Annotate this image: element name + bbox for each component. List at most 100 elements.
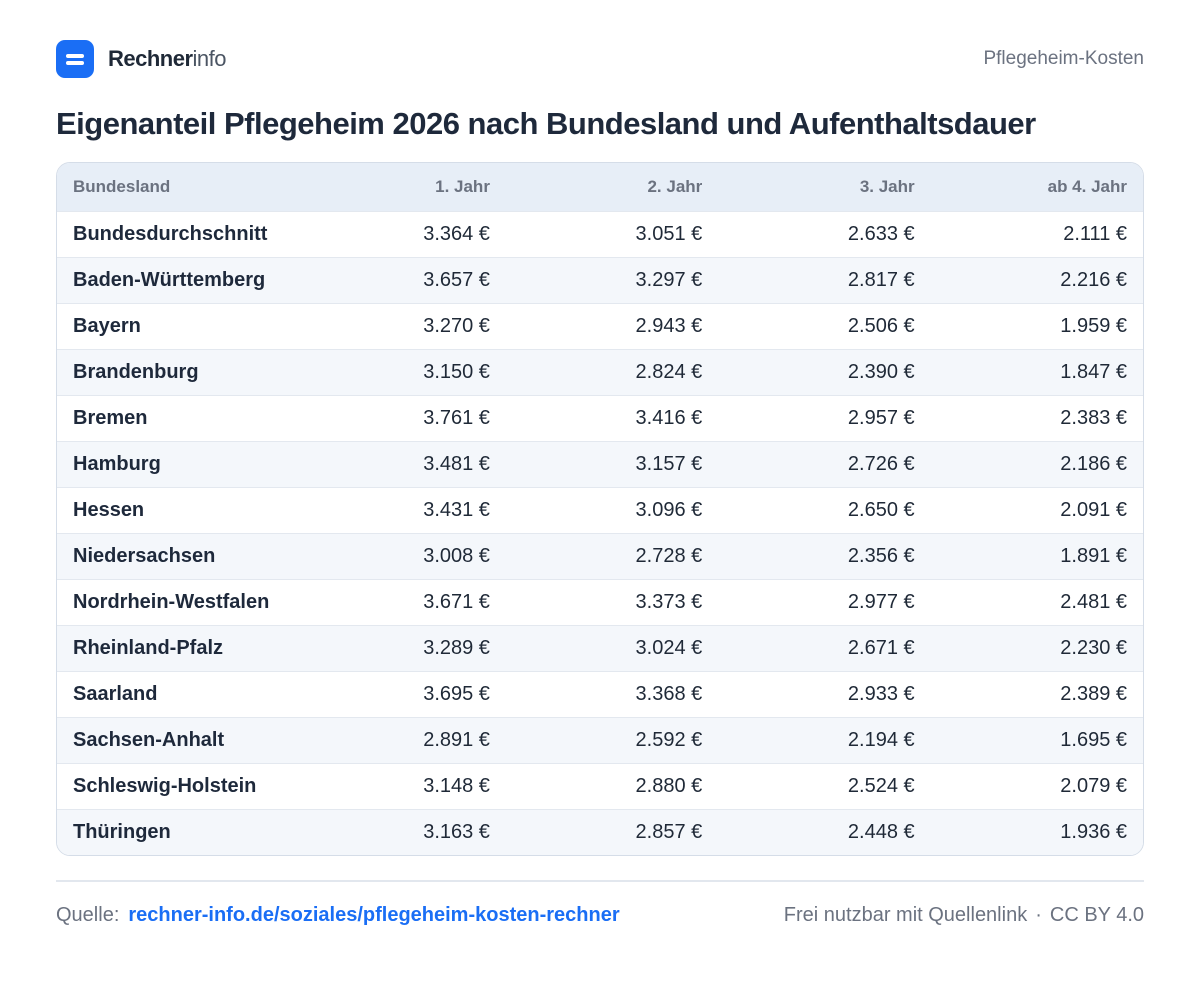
cost-cell-year-1: 3.671 € — [423, 590, 490, 613]
cost-cell-year-3: 2.356 € — [847, 544, 915, 567]
cost-cell-year-1: 3.148 € — [423, 774, 490, 797]
table-row: Niedersachsen 3.008 € 2.728 € 2.356 € 1.891 … — [57, 533, 1143, 579]
page-title: Eigenanteil Pflegeheim 2026 nach Bundesl… — [56, 106, 1036, 141]
cost-cell-year-1: 3.163 € — [423, 820, 490, 843]
license-separator: · — [1035, 904, 1042, 926]
cost-cell-year-1: 3.364 € — [423, 222, 490, 245]
cost-cell-year-1: 2.891 € — [423, 728, 490, 751]
table-row: Brandenburg 3.150 € 2.824 € 2.390 € 1.847 € — [57, 349, 1143, 395]
cost-cell-year-2: 3.416 € — [635, 406, 703, 429]
source-label: Quelle: — [56, 904, 120, 926]
footer-divider — [56, 880, 1144, 882]
brand-logo[interactable]: Rechnerinfo — [56, 40, 227, 78]
cost-cell-year-2: 2.824 € — [635, 360, 703, 383]
logo-bar-bottom — [66, 61, 84, 65]
column-header-year-4: ab 4. Jahr — [1047, 176, 1127, 196]
table-row: Hessen 3.431 € 3.096 € 2.650 € 2.091 € — [57, 487, 1143, 533]
cost-cell-year-3: 2.506 € — [847, 314, 915, 337]
table-row: Bayern 3.270 € 2.943 € 2.506 € 1.959 € — [57, 303, 1143, 349]
cost-cell-year-1: 3.657 € — [423, 268, 490, 291]
license-text: Frei nutzbar mit Quellenlink — [783, 904, 1028, 926]
state-name-cell: Saarland — [73, 682, 158, 705]
state-name-cell: Bayern — [73, 314, 141, 337]
cost-cell-year-4: 2.111 € — [1063, 222, 1127, 245]
cost-cell-year-3: 2.524 € — [847, 774, 915, 797]
cost-table: Bundesland 1. Jahr 2. Jahr 3. Jahr ab 4. Jah… — [57, 163, 1143, 855]
cost-cell-year-1: 3.008 € — [423, 544, 490, 567]
cost-cell-year-4: 2.230 € — [1060, 636, 1127, 659]
cost-cell-year-3: 2.650 € — [847, 498, 915, 521]
state-name-cell: Baden-Württemberg — [73, 268, 266, 291]
cost-cell-year-2: 3.368 € — [635, 682, 703, 705]
cost-cell-year-2: 3.157 € — [635, 452, 703, 475]
column-header-bundesland: Bundesland — [73, 176, 171, 196]
cost-cell-year-2: 3.024 € — [635, 636, 703, 659]
source-link[interactable]: rechner-info.de/soziales/pflegeheim-kost… — [128, 904, 620, 926]
state-name-cell: Thüringen — [73, 820, 171, 843]
column-header-year-3: 3. Jahr — [859, 176, 915, 196]
cost-cell-year-2: 2.857 € — [635, 820, 703, 843]
state-name-cell: Schleswig-Holstein — [73, 774, 257, 797]
cost-cell-year-1: 3.761 € — [423, 406, 490, 429]
cost-cell-year-3: 2.977 € — [847, 590, 915, 613]
cost-cell-year-3: 2.671 € — [847, 636, 915, 659]
cost-cell-year-4: 2.383 € — [1060, 406, 1127, 429]
table-row: Bremen 3.761 € 3.416 € 2.957 € 2.383 € — [57, 395, 1143, 441]
license-name: CC BY 4.0 — [1049, 904, 1144, 926]
cost-cell-year-2: 2.728 € — [635, 544, 703, 567]
state-name-cell: Bremen — [73, 406, 148, 429]
table-row: Hamburg 3.481 € 3.157 € 2.726 € 2.186 € — [57, 441, 1143, 487]
table-row: Schleswig-Holstein 3.148 € 2.880 € 2.524 € 2… — [57, 763, 1143, 809]
cost-cell-year-4: 2.216 € — [1060, 268, 1127, 291]
column-header-year-1: 1. Jahr — [435, 176, 490, 196]
cost-table-card: Bundesland 1. Jahr 2. Jahr 3. Jahr ab 4. Jah… — [56, 162, 1144, 856]
cost-cell-year-3: 2.448 € — [847, 820, 915, 843]
cost-cell-year-2: 3.051 € — [635, 222, 703, 245]
brand-name: Rechnerinfo — [108, 46, 227, 72]
cost-cell-year-3: 2.957 € — [847, 406, 915, 429]
state-name-cell: Bundesdurchschnitt — [73, 222, 268, 245]
cost-cell-year-1: 3.289 € — [423, 636, 490, 659]
logo-bar-top — [66, 54, 84, 58]
cost-cell-year-2: 3.297 € — [635, 268, 703, 291]
cost-cell-year-2: 3.373 € — [635, 590, 703, 613]
cost-cell-year-3: 2.726 € — [847, 452, 915, 475]
state-name-cell: Sachsen-Anhalt — [73, 728, 225, 751]
cost-cell-year-2: 3.096 € — [635, 498, 703, 521]
footer: Quelle: rechner-info.de/soziales/pflegehe… — [56, 904, 1144, 927]
cost-cell-year-2: 2.943 € — [635, 314, 703, 337]
source-line: Quelle: rechner-info.de/soziales/pflegehe… — [56, 904, 620, 927]
cost-cell-year-4: 1.847 € — [1060, 360, 1127, 383]
state-name-cell: Hessen — [73, 498, 145, 521]
state-name-cell: Rheinland-Pfalz — [73, 636, 224, 659]
table-row: Bundesdurchschnitt 3.364 € 3.051 € 2.633 € 2… — [57, 211, 1143, 257]
cost-cell-year-1: 3.431 € — [423, 498, 490, 521]
state-name-cell: Hamburg — [73, 452, 161, 475]
header: Rechnerinfo Pflegeheim-Kosten — [56, 40, 1144, 78]
table-row: Thüringen 3.163 € 2.857 € 2.448 € 1.936 € — [57, 809, 1143, 855]
state-name-cell: Brandenburg — [73, 360, 199, 383]
state-name-cell: Nordrhein-Westfalen — [73, 590, 270, 613]
table-row: Baden-Württemberg 3.657 € 3.297 € 2.817 € 2.… — [57, 257, 1143, 303]
table-body: Bundesdurchschnitt 3.364 € 3.051 € 2.633 € 2… — [57, 211, 1143, 855]
calculator-logo-icon — [56, 40, 94, 78]
cost-cell-year-1: 3.150 € — [423, 360, 490, 383]
cost-cell-year-4: 1.959 € — [1060, 314, 1127, 337]
table-row: Sachsen-Anhalt 2.891 € 2.592 € 2.194 € 1.695… — [57, 717, 1143, 763]
cost-cell-year-3: 2.194 € — [847, 728, 915, 751]
cost-cell-year-1: 3.695 € — [423, 682, 490, 705]
cost-cell-year-3: 2.633 € — [847, 222, 915, 245]
cost-cell-year-4: 2.389 € — [1060, 682, 1127, 705]
table-row: Rheinland-Pfalz 3.289 € 3.024 € 2.671 € 2.23… — [57, 625, 1143, 671]
cost-cell-year-4: 2.481 € — [1060, 590, 1127, 613]
cost-cell-year-4: 2.079 € — [1060, 774, 1127, 797]
cost-cell-year-1: 3.270 € — [423, 314, 490, 337]
state-name-cell: Niedersachsen — [73, 544, 216, 567]
cost-cell-year-3: 2.933 € — [847, 682, 915, 705]
table-row: Nordrhein-Westfalen 3.671 € 3.373 € 2.977 €… — [57, 579, 1143, 625]
column-header-year-2: 2. Jahr — [647, 176, 703, 196]
cost-cell-year-2: 2.592 € — [635, 728, 703, 751]
cost-cell-year-3: 2.390 € — [847, 360, 915, 383]
brand-name-strong: Rechner — [108, 46, 193, 71]
